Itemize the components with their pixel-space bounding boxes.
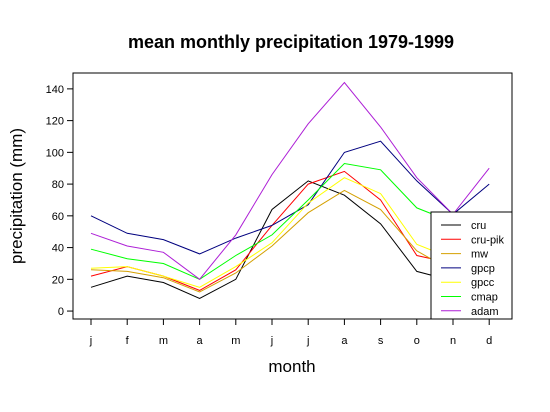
y-tick-label: 100 bbox=[46, 147, 64, 159]
legend-label-mw: mw bbox=[471, 249, 488, 261]
x-axis-title: month bbox=[268, 357, 315, 376]
x-tick-label: a bbox=[197, 335, 204, 347]
x-tick-label: j bbox=[306, 335, 309, 347]
legend-label-adam: adam bbox=[471, 306, 499, 318]
y-tick-label: 120 bbox=[46, 116, 64, 128]
legend-label-gpcc: gpcc bbox=[471, 277, 495, 289]
series-line-gpcc bbox=[90, 177, 490, 288]
legend-label-cru-pik: cru-pik bbox=[471, 234, 505, 246]
series-line-cmap bbox=[90, 162, 490, 280]
x-tick-label: j bbox=[89, 335, 92, 347]
y-tick-label: 40 bbox=[52, 243, 64, 255]
series-lines bbox=[90, 81, 490, 299]
x-tick-label: m bbox=[231, 335, 240, 347]
x-tick-label: n bbox=[450, 335, 456, 347]
chart-title: mean monthly precipitation 1979-1999 bbox=[128, 32, 454, 52]
series-line-adam bbox=[90, 81, 490, 280]
y-tick-label: 20 bbox=[52, 274, 64, 286]
series-line-gpcp bbox=[90, 140, 490, 255]
y-axis-title: precipitation (mm) bbox=[7, 128, 26, 264]
x-tick-label: d bbox=[486, 335, 492, 347]
x-tick-label: f bbox=[126, 335, 130, 347]
x-tick-label: j bbox=[270, 335, 273, 347]
y-tick-label: 0 bbox=[58, 306, 64, 318]
y-axis: 0 20 40 60 80 100 120 140 bbox=[46, 84, 73, 318]
x-tick-label: s bbox=[378, 335, 384, 347]
x-tick-label: o bbox=[414, 335, 420, 347]
y-tick-label: 80 bbox=[52, 179, 64, 191]
series-line-cru bbox=[90, 180, 490, 299]
plot-area-frame bbox=[72, 72, 513, 320]
legend-label-gpcp: gpcp bbox=[471, 263, 495, 275]
legend-label-cru: cru bbox=[471, 220, 486, 232]
series-line-mw bbox=[90, 189, 490, 293]
legend: cru cru-pik mw gpcp gpcc cmap adam bbox=[430, 211, 513, 320]
y-tick-label: 60 bbox=[52, 211, 64, 223]
x-tick-label: a bbox=[341, 335, 348, 347]
y-tick-label: 140 bbox=[46, 84, 64, 96]
legend-label-cmap: cmap bbox=[471, 292, 498, 304]
legend-box bbox=[430, 211, 513, 320]
x-tick-label: m bbox=[159, 335, 168, 347]
